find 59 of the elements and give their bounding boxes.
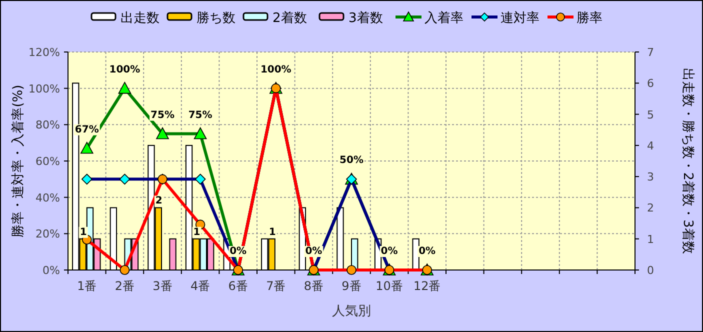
point <box>82 174 92 185</box>
x-tick-label: 1番 <box>77 279 97 293</box>
y2-tick-label: 4 <box>647 139 654 152</box>
data-label: 1 <box>268 226 276 238</box>
legend-label: 入着率 <box>424 10 464 26</box>
y2-tick-label: 0 <box>647 264 654 277</box>
point <box>346 265 356 275</box>
y2-tick-label: 7 <box>647 46 654 59</box>
data-label: 0% <box>230 246 247 257</box>
data-label: 100% <box>260 64 292 76</box>
y2-tick-label: 2 <box>647 202 654 215</box>
x-tick-label: 6番 <box>228 279 248 293</box>
x-tick-label: 2番 <box>114 279 135 293</box>
point <box>156 127 169 140</box>
data-label: 67% <box>74 124 99 136</box>
point <box>118 82 132 94</box>
data-label: 0% <box>418 246 436 257</box>
y-tick-label: 120% <box>28 46 60 59</box>
data-label: 1 <box>80 226 87 238</box>
data-label: 0% <box>380 246 398 257</box>
data-label: 75% <box>188 110 212 121</box>
data-label: 75% <box>150 110 174 121</box>
legend-label: 3着数 <box>348 10 383 26</box>
y-tick-label: 60% <box>36 155 60 168</box>
y-tick-label: 40% <box>36 191 60 204</box>
y-tick-label: 80% <box>36 118 60 132</box>
y2-tick-label: 6 <box>647 77 654 90</box>
bar <box>336 207 344 270</box>
data-label: 50% <box>340 155 364 166</box>
y2-tick-label: 5 <box>647 108 654 122</box>
y-tick-label: 20% <box>36 228 60 241</box>
point <box>119 174 130 185</box>
x-tick-label: 10番 <box>376 279 403 293</box>
data-label: 100% <box>109 64 140 76</box>
y-tick-label: 0% <box>42 264 60 277</box>
legend-label: 勝率 <box>576 10 602 26</box>
x-tick-label: 9番 <box>342 279 362 293</box>
y-axis-title: 勝率・連対率・入着率(%) <box>10 84 26 238</box>
y2-tick-label: 3 <box>647 170 654 184</box>
x-axis-title: 人気別 <box>332 304 371 319</box>
legend-label: 勝ち数 <box>196 11 236 26</box>
legend-label: 出走数 <box>120 11 160 26</box>
y2-tick-label: 1 <box>647 232 654 246</box>
point <box>194 127 207 140</box>
point <box>80 142 94 154</box>
legend-label: 2着数 <box>272 10 307 26</box>
x-tick-label: 12番 <box>413 279 441 293</box>
data-label: 0% <box>305 246 322 257</box>
x-tick-label: 7番 <box>266 279 286 293</box>
y2-axis-title: 出走数・勝ち数・2着数・3着数 <box>680 68 696 254</box>
x-tick-label: 3番 <box>152 279 172 293</box>
data-label: 1 <box>193 226 200 238</box>
data-label: 2 <box>155 196 162 207</box>
x-tick-label: 8番 <box>304 279 324 293</box>
x-tick-label: 4番 <box>190 279 210 293</box>
point <box>194 174 206 185</box>
y-tick-label: 100% <box>28 82 60 96</box>
legend-label: 連対率 <box>500 10 540 26</box>
point <box>120 265 130 275</box>
